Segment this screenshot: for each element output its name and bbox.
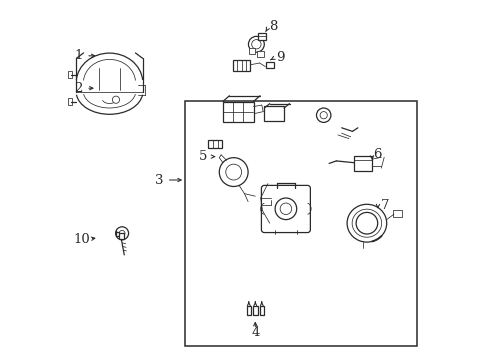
FancyBboxPatch shape [261, 185, 310, 233]
Bar [68, 98, 72, 105]
Bar [253, 306, 257, 315]
Circle shape [280, 203, 291, 215]
Bar [264, 106, 284, 121]
Circle shape [355, 212, 377, 234]
Circle shape [219, 158, 247, 186]
Bar [259, 306, 264, 315]
Bar [392, 210, 401, 217]
Text: 3: 3 [154, 174, 163, 186]
Circle shape [112, 96, 120, 103]
Circle shape [115, 227, 128, 240]
Bar [257, 51, 263, 57]
Bar [249, 48, 254, 54]
Text: 7: 7 [380, 199, 388, 212]
Bar [257, 33, 265, 40]
Bar [232, 60, 250, 71]
Circle shape [251, 40, 261, 49]
Bar [354, 156, 371, 171]
Bar [223, 102, 253, 122]
Circle shape [320, 112, 326, 119]
Text: 4: 4 [251, 327, 259, 339]
Text: 10: 10 [73, 233, 90, 246]
Text: 9: 9 [276, 51, 284, 64]
Bar [208, 140, 222, 148]
Bar [68, 71, 72, 78]
Circle shape [225, 164, 241, 180]
Text: 2: 2 [74, 82, 82, 95]
Circle shape [248, 36, 264, 52]
Circle shape [275, 198, 296, 220]
Bar [185, 101, 416, 346]
Bar [265, 62, 273, 68]
Circle shape [119, 230, 125, 236]
Circle shape [316, 108, 330, 122]
Bar [246, 306, 251, 315]
Text: 6: 6 [373, 148, 381, 161]
Text: 1: 1 [74, 49, 82, 62]
Text: 8: 8 [268, 21, 277, 33]
Text: 5: 5 [199, 150, 207, 163]
Bar [119, 233, 123, 239]
